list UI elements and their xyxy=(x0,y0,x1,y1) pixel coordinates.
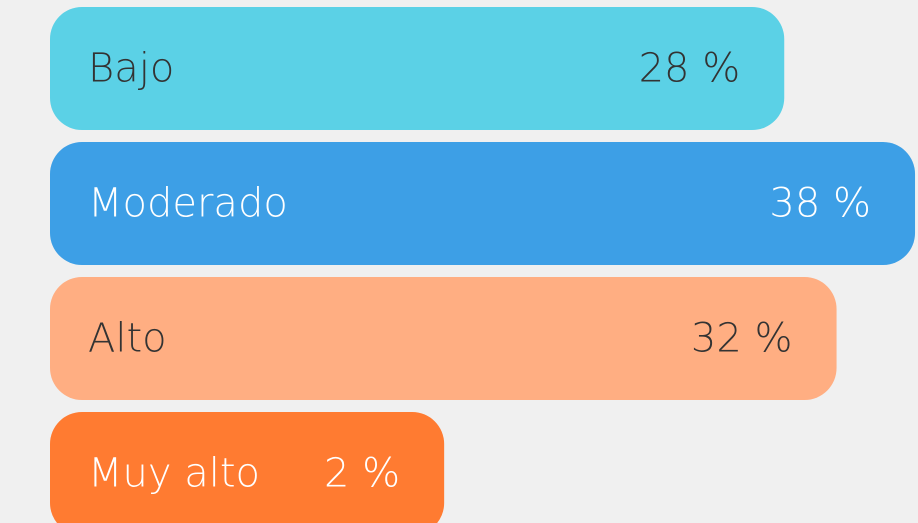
category-label: Moderado xyxy=(88,181,288,227)
value-label: 28 % xyxy=(639,46,741,92)
bar xyxy=(50,277,837,400)
value-label: 32 % xyxy=(691,316,793,362)
category-label: Alto xyxy=(88,316,167,362)
category-label: Muy alto xyxy=(88,451,260,497)
bar xyxy=(50,7,785,130)
value-label: 38 % xyxy=(769,181,871,227)
category-label: Bajo xyxy=(88,46,174,92)
value-label: 2 % xyxy=(324,451,400,497)
bar xyxy=(50,142,916,265)
bar xyxy=(50,412,445,523)
